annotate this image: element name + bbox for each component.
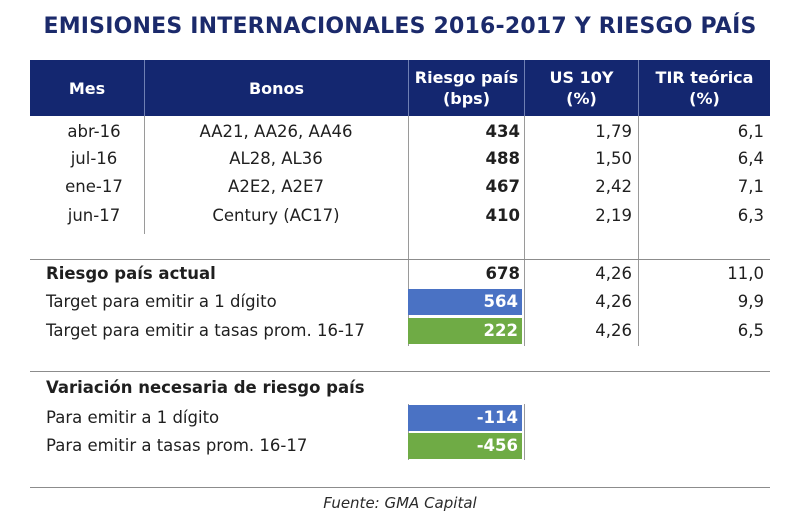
cell-riesgo: 488	[485, 149, 520, 168]
cell-tir: 6,5	[737, 321, 764, 340]
column-divider	[144, 116, 145, 234]
cell-us10y: 2,19	[595, 206, 632, 225]
cell-value: -114	[476, 408, 518, 427]
cell-mes: jun-17	[67, 206, 121, 225]
highlight-blue	[408, 289, 522, 315]
header-riesgo-pais: Riesgo país (bps)	[408, 60, 524, 116]
table-title: EMISIONES INTERNACIONALES 2016-2017 Y RI…	[43, 14, 757, 39]
cell-us10y: 2,42	[595, 177, 632, 196]
section-divider	[30, 371, 770, 372]
cell-riesgo: 678	[485, 264, 520, 283]
header-bonos: Bonos	[144, 60, 408, 116]
header-mes: Mes	[68, 78, 106, 98]
highlight-green	[408, 318, 522, 344]
cell-mes: ene-17	[65, 177, 123, 196]
column-divider	[408, 116, 409, 346]
variacion-heading: Variación necesaria de riesgo país	[46, 378, 365, 397]
source-note: Fuente: GMA Capital	[323, 494, 477, 512]
header-us10y: US 10Y (%)	[524, 60, 638, 116]
cell-riesgo: 222	[483, 321, 518, 340]
column-divider	[524, 404, 525, 460]
cell-riesgo: 564	[483, 292, 518, 311]
cell-bonos: AA21, AA26, AA46	[199, 122, 353, 141]
cell-tir: 6,3	[737, 206, 764, 225]
cell-mes: jul-16	[70, 149, 118, 168]
cell-label: Target para emitir a 1 dígito	[46, 292, 277, 311]
cell-us10y: 4,26	[595, 321, 632, 340]
cell-label: Para emitir a tasas prom. 16-17	[46, 436, 308, 455]
cell-tir: 6,4	[737, 149, 764, 168]
cell-tir: 6,1	[737, 122, 764, 141]
column-divider	[408, 404, 409, 460]
cell-us10y: 1,50	[595, 149, 632, 168]
cell-tir: 7,1	[737, 177, 764, 196]
cell-bonos: A2E2, A2E7	[228, 177, 324, 196]
cell-bonos: AL28, AL36	[229, 149, 323, 168]
cell-bonos: Century (AC17)	[212, 206, 340, 225]
cell-riesgo: 410	[485, 206, 520, 225]
cell-riesgo: 434	[485, 122, 520, 141]
column-divider	[638, 116, 639, 346]
bottom-divider	[30, 487, 770, 488]
highlight-blue	[408, 405, 522, 431]
cell-label: Target para emitir a tasas prom. 16-17	[46, 321, 365, 340]
cell-mes: abr-16	[67, 122, 121, 141]
cell-value: -456	[476, 436, 518, 455]
cell-us10y: 1,79	[595, 122, 632, 141]
cell-us10y: 4,26	[595, 292, 632, 311]
header-tir: TIR teórica (%)	[638, 60, 770, 116]
cell-label: Para emitir a 1 dígito	[46, 408, 220, 427]
cell-us10y: 4,26	[595, 264, 632, 283]
cell-tir: 9,9	[737, 292, 764, 311]
cell-label: Riesgo país actual	[46, 264, 216, 283]
cell-riesgo: 467	[485, 177, 520, 196]
cell-tir: 11,0	[727, 264, 764, 283]
highlight-green	[408, 433, 522, 459]
section-divider	[30, 259, 770, 260]
table-header: Mes Bonos Riesgo país (bps) US 10Y (%) TIR…	[30, 60, 770, 116]
column-divider	[524, 116, 525, 346]
